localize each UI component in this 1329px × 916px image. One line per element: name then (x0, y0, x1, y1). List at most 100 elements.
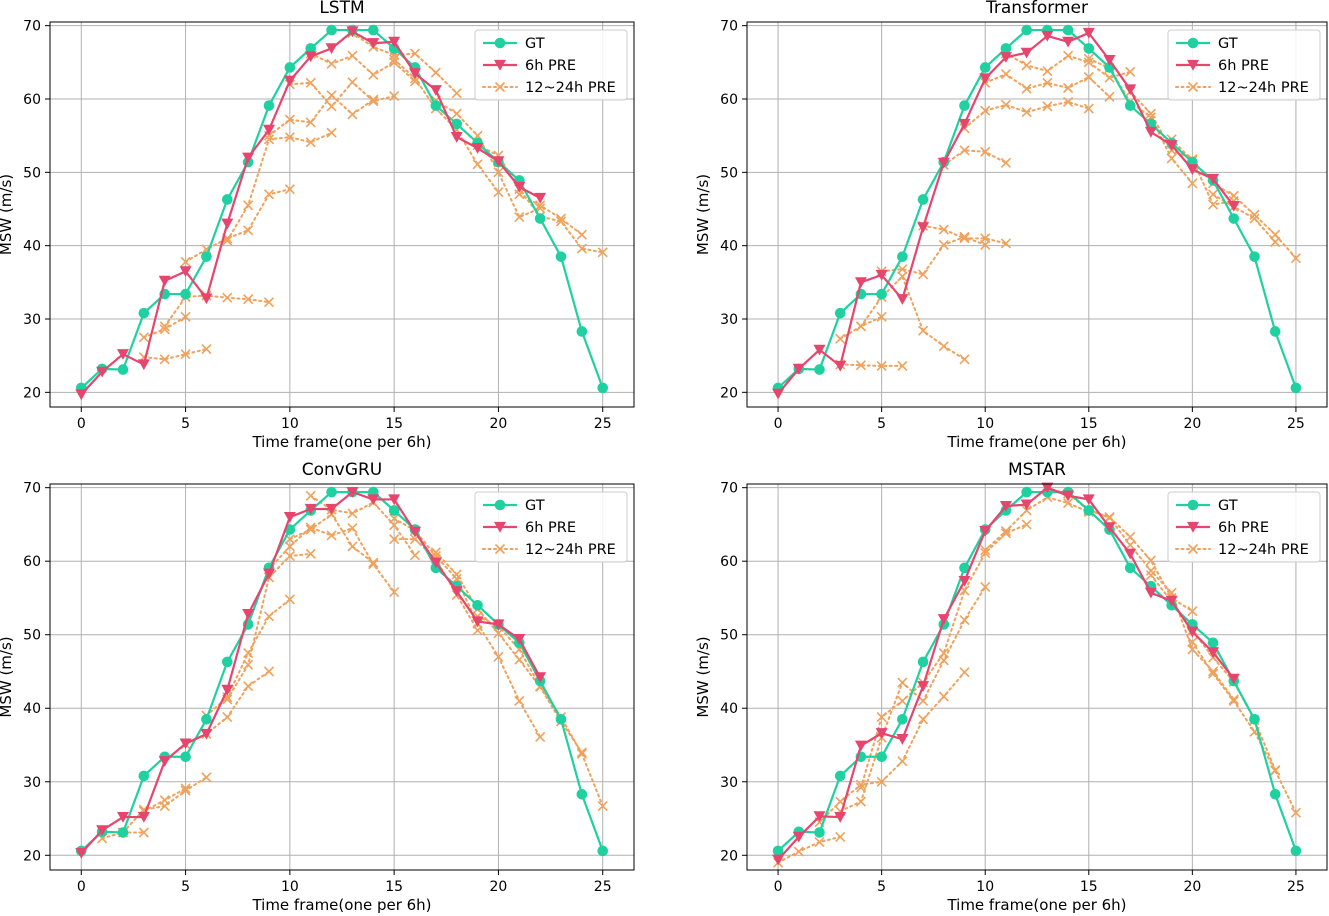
pre6h-point (304, 51, 317, 63)
gt-point (117, 827, 129, 838)
y-tick-label: 70 (23, 19, 41, 35)
pre12-point (1000, 238, 1011, 249)
legend-gt-marker (494, 499, 506, 511)
pre6h-point (999, 500, 1012, 512)
pre12-point (855, 321, 866, 332)
pre12-point (1270, 236, 1281, 248)
x-tick-label: 0 (77, 879, 86, 895)
pre6h-point (1062, 490, 1075, 502)
pre6h-point (534, 672, 547, 684)
pre6h-point (471, 616, 484, 628)
x-tick-label: 5 (877, 416, 886, 432)
pre12-point (1290, 253, 1301, 264)
pre12-point (389, 57, 400, 68)
pre12-point (1208, 666, 1219, 677)
pre12-point (1021, 107, 1032, 118)
y-tick-label: 30 (23, 312, 41, 328)
gt-point (201, 713, 212, 725)
pre12-point (180, 256, 191, 267)
y-tick-label: 50 (23, 165, 41, 181)
gt-point (917, 656, 929, 668)
pre6h-series-line (777, 486, 1235, 861)
pre12-point (389, 91, 400, 102)
pre6h-point (304, 503, 317, 515)
pre12-point (1249, 213, 1260, 224)
y-tick-label: 40 (720, 701, 738, 717)
pre6h-point (1227, 673, 1240, 685)
x-tick-label: 20 (490, 879, 508, 895)
pre12-point (918, 714, 929, 725)
pre12-point (876, 311, 887, 322)
pre12-point (555, 216, 567, 227)
y-tick-label: 30 (720, 775, 738, 791)
x-tick-label: 25 (1287, 879, 1305, 895)
gt-point (1000, 43, 1012, 54)
pre12-series-line (1191, 641, 1297, 814)
pre12-point (305, 137, 316, 148)
x-tick-label: 20 (1183, 416, 1201, 432)
pre12-series-line (288, 80, 396, 108)
x-tick-label: 15 (1080, 416, 1098, 432)
pre12-point (1125, 66, 1136, 77)
pre12-point (1000, 528, 1011, 539)
x-tick-label: 5 (181, 879, 190, 895)
gt-point (772, 845, 784, 857)
pre6h-point (242, 152, 255, 164)
pre12-point (980, 545, 991, 556)
pre12-point (305, 522, 316, 533)
gt-point (326, 486, 337, 498)
pre12-point (897, 360, 908, 371)
pre12-point (1000, 157, 1011, 168)
x-tick-label: 10 (281, 416, 299, 432)
pre12-point (493, 187, 504, 198)
gt-point (180, 751, 191, 763)
y-axis-label: MSW (m/s) (694, 174, 712, 255)
pre12-point (1125, 539, 1136, 551)
pre12-point (1208, 189, 1219, 200)
pre6h-point (917, 222, 930, 234)
x-tick-label: 10 (976, 416, 994, 432)
x-tick-label: 20 (490, 416, 508, 432)
pre12-point (1063, 50, 1074, 61)
legend-gt-label: GT (525, 498, 545, 514)
pre12-point (938, 691, 949, 702)
pre12-point (451, 88, 462, 99)
gt-point (1290, 382, 1302, 394)
pre6h-point (96, 366, 109, 378)
pre12-point (855, 360, 866, 371)
pre12-point (284, 594, 295, 605)
pre6h-point (200, 728, 213, 740)
pre12-point (835, 333, 846, 344)
y-axis-label: MSW (m/s) (0, 174, 15, 255)
pre12-point (597, 800, 608, 812)
pre6h-point (937, 157, 950, 169)
pre6h-point (450, 586, 463, 598)
pre12-point (243, 200, 254, 211)
pre6h-point (1103, 55, 1116, 66)
pre12-point (451, 569, 462, 580)
x-axis-label: Time frame(one per 6h) (251, 433, 431, 451)
y-tick-label: 50 (720, 165, 738, 181)
legend-pre12-label: 12~24h PRE (525, 80, 616, 96)
pre12-point (938, 341, 949, 352)
pre6h-point (179, 266, 192, 278)
x-tick-label: 25 (594, 416, 612, 432)
pre12-point (535, 200, 546, 211)
pre12-point (1083, 71, 1094, 83)
legend-pre6h-marker (1187, 59, 1199, 71)
pre6h-point (158, 275, 171, 287)
pre12-point (597, 247, 608, 258)
pre6h-point (367, 38, 380, 49)
pre6h-point (1165, 140, 1178, 151)
pre12-point (1021, 83, 1032, 94)
gt-point (201, 251, 212, 262)
pre12-series-line (268, 93, 375, 137)
legend-pre6h-marker (494, 521, 506, 533)
pre6h-point (1124, 548, 1137, 560)
legend-gt-label: GT (525, 36, 545, 52)
legend-pre6h-label: 6h PRE (1218, 58, 1269, 74)
pre12-point (1208, 199, 1219, 210)
pre12-point (326, 530, 337, 541)
pre12-point (897, 271, 908, 282)
pre12-point (368, 96, 379, 107)
